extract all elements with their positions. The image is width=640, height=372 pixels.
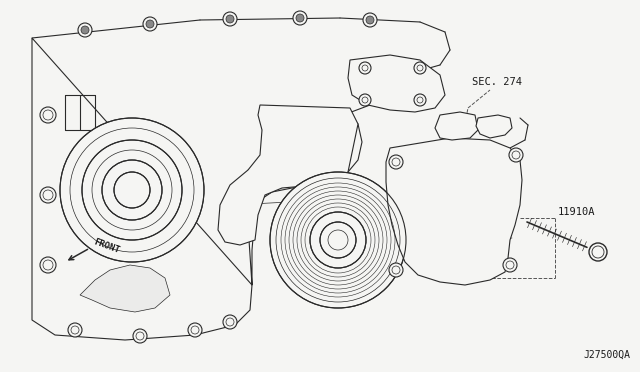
Circle shape	[223, 315, 237, 329]
Circle shape	[389, 155, 403, 169]
Circle shape	[296, 14, 304, 22]
Circle shape	[60, 118, 204, 262]
Circle shape	[133, 329, 147, 343]
Circle shape	[68, 323, 82, 337]
Circle shape	[143, 17, 157, 31]
Polygon shape	[80, 265, 170, 312]
Text: SEC. 274: SEC. 274	[472, 77, 522, 87]
Circle shape	[414, 62, 426, 74]
Polygon shape	[348, 55, 445, 112]
Circle shape	[366, 16, 374, 24]
Circle shape	[359, 94, 371, 106]
Circle shape	[270, 172, 406, 308]
Circle shape	[293, 11, 307, 25]
Circle shape	[223, 12, 237, 26]
Polygon shape	[386, 138, 522, 285]
Circle shape	[414, 94, 426, 106]
Circle shape	[310, 212, 366, 268]
Circle shape	[102, 160, 162, 220]
Circle shape	[363, 13, 377, 27]
Circle shape	[589, 243, 607, 261]
Circle shape	[146, 20, 154, 28]
Circle shape	[40, 187, 56, 203]
Polygon shape	[32, 38, 362, 340]
Circle shape	[226, 15, 234, 23]
Circle shape	[188, 323, 202, 337]
Circle shape	[82, 140, 182, 240]
Circle shape	[320, 222, 356, 258]
Circle shape	[509, 148, 523, 162]
Circle shape	[81, 26, 89, 34]
Circle shape	[359, 62, 371, 74]
Text: 11910A: 11910A	[558, 207, 595, 217]
Circle shape	[78, 23, 92, 37]
Circle shape	[114, 172, 150, 208]
Circle shape	[503, 258, 517, 272]
Circle shape	[389, 263, 403, 277]
Circle shape	[40, 107, 56, 123]
Polygon shape	[476, 115, 512, 138]
Polygon shape	[218, 105, 358, 245]
Polygon shape	[435, 112, 478, 140]
Circle shape	[40, 257, 56, 273]
Text: J27500QA: J27500QA	[583, 350, 630, 360]
Text: FRONT: FRONT	[93, 237, 122, 255]
